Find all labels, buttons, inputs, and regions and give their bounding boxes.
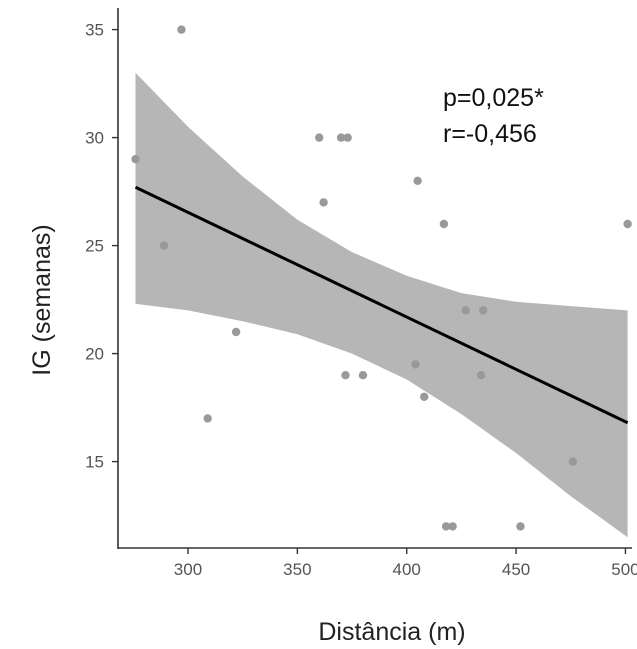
- data-points-layer: [131, 25, 632, 531]
- data-point: [623, 219, 632, 229]
- trend-line-layer: [134, 185, 629, 425]
- r-value-annotation: r=-0,456: [443, 120, 537, 148]
- data-point: [448, 522, 457, 531]
- data-point: [159, 241, 169, 250]
- x-tick-label: 500: [611, 560, 637, 579]
- data-point: [358, 371, 368, 380]
- data-point: [420, 392, 429, 401]
- x-tick-label: 300: [174, 560, 202, 579]
- data-point: [479, 306, 488, 315]
- data-point: [343, 133, 352, 142]
- y-tick-label: 25: [85, 237, 104, 256]
- y-tick-label: 35: [85, 21, 104, 40]
- data-point: [231, 327, 241, 337]
- data-point: [441, 522, 451, 531]
- data-point: [319, 198, 328, 207]
- p-value-annotation: p=0,025*: [443, 84, 544, 112]
- data-point: [411, 360, 420, 369]
- y-tick-label: 15: [85, 453, 104, 472]
- x-tick-label: 350: [283, 560, 311, 579]
- x-axis-title: Distância (m): [318, 618, 465, 646]
- data-point: [203, 414, 212, 423]
- data-point: [568, 457, 578, 466]
- data-point: [516, 522, 525, 531]
- axes-layer: [112, 8, 632, 554]
- data-point: [341, 371, 350, 380]
- y-axis-title: IG (semanas): [28, 224, 56, 375]
- x-tick-label: 400: [393, 560, 421, 579]
- data-point: [413, 176, 422, 185]
- data-point: [476, 371, 486, 380]
- data-point: [461, 306, 470, 315]
- x-tick-label: 450: [502, 560, 530, 579]
- data-point: [439, 219, 449, 229]
- data-point: [315, 133, 324, 142]
- regression-line: [134, 185, 629, 425]
- data-point: [177, 25, 186, 34]
- tick-labels-layer: 15 20 25 30 35 300 350 400 450 500: [85, 21, 637, 579]
- y-tick-label: 20: [85, 345, 104, 364]
- data-point: [131, 155, 140, 164]
- data-point: [336, 133, 346, 142]
- y-tick-label: 30: [85, 129, 104, 148]
